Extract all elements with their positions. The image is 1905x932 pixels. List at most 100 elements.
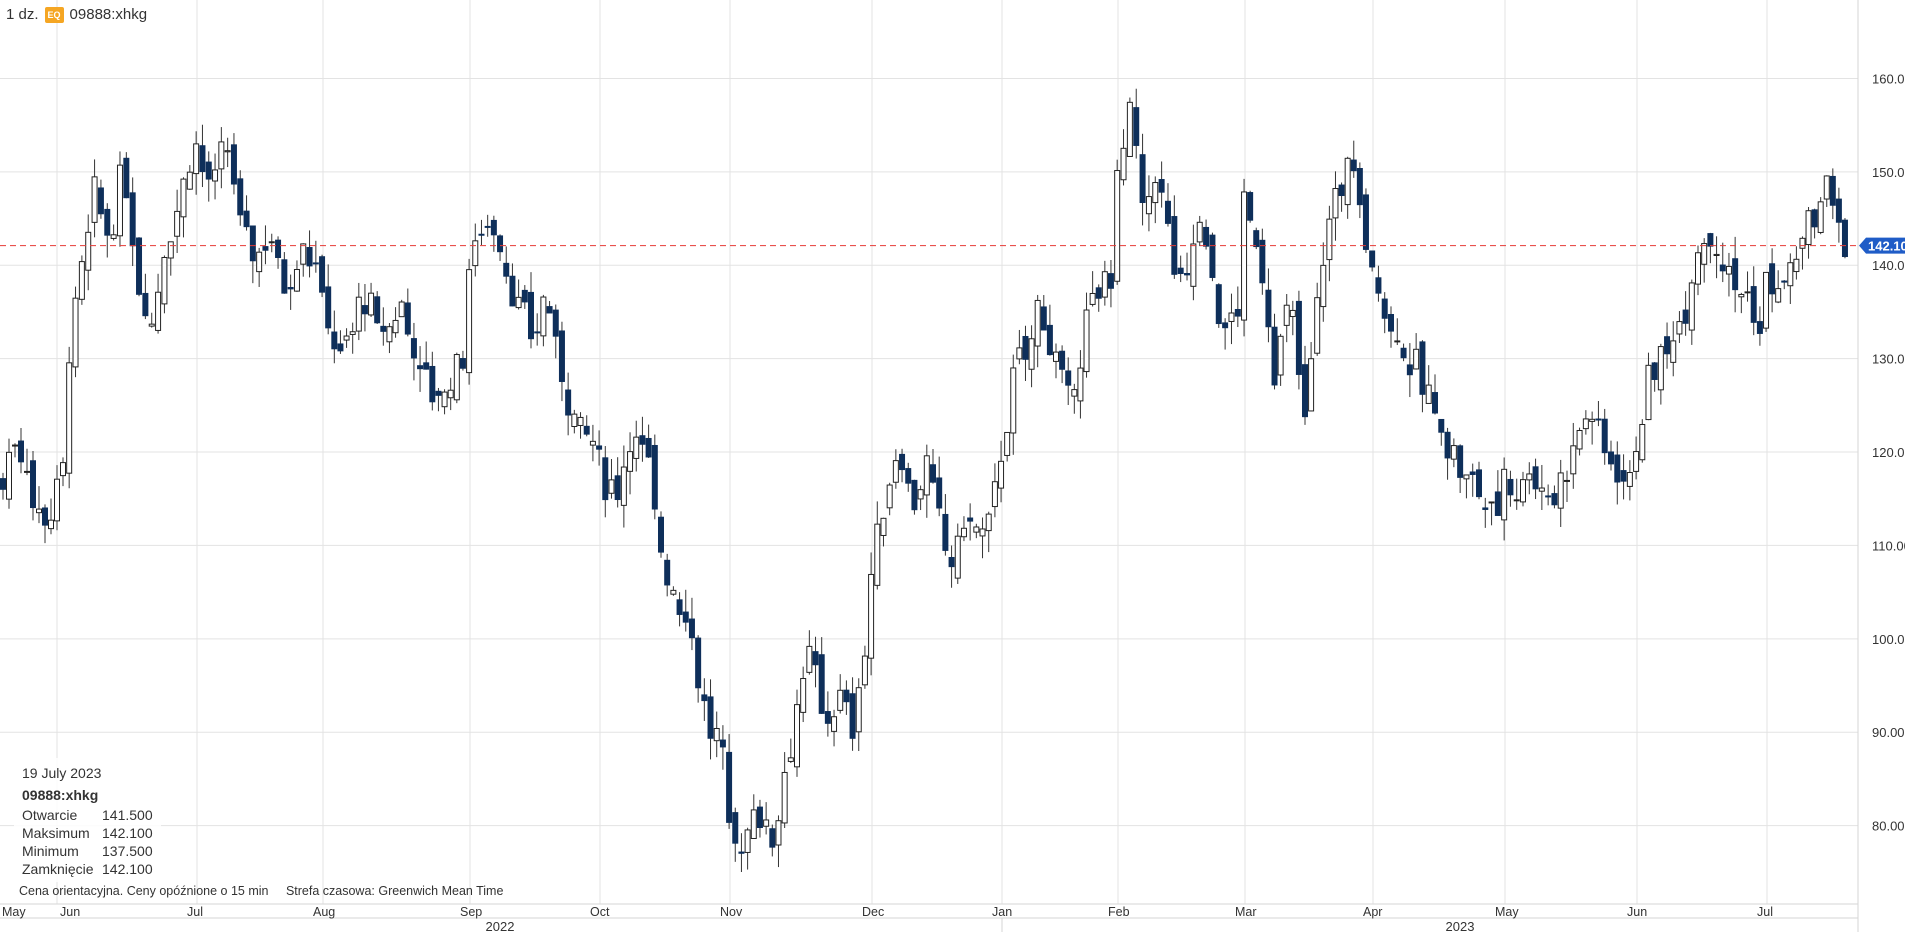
candle[interactable] (942, 494, 949, 556)
candle[interactable] (1507, 470, 1514, 507)
candle[interactable] (1719, 242, 1726, 283)
candle[interactable] (1823, 175, 1830, 207)
candle[interactable] (1083, 292, 1090, 378)
candle[interactable] (614, 457, 621, 508)
candle[interactable] (1133, 88, 1140, 159)
candle[interactable] (104, 203, 111, 258)
candle[interactable] (417, 346, 424, 392)
candle[interactable] (1356, 162, 1363, 219)
candle[interactable] (1570, 422, 1577, 489)
candle[interactable] (874, 501, 881, 590)
candle[interactable] (1259, 228, 1266, 295)
candle[interactable] (497, 234, 504, 261)
candle[interactable] (1265, 268, 1272, 343)
candle[interactable] (620, 445, 627, 528)
candle[interactable] (155, 273, 162, 334)
candle[interactable] (1053, 343, 1059, 379)
candle[interactable] (1841, 218, 1848, 259)
candle[interactable] (794, 689, 800, 777)
candle[interactable] (1234, 286, 1241, 328)
candle[interactable] (1520, 471, 1526, 507)
candle[interactable] (1526, 462, 1533, 495)
candle[interactable] (1756, 306, 1763, 346)
candle[interactable] (429, 351, 436, 411)
candle[interactable] (380, 307, 387, 346)
candle[interactable] (744, 827, 751, 870)
candle[interactable] (800, 666, 807, 723)
candle[interactable] (85, 214, 92, 291)
candle[interactable] (447, 377, 454, 411)
candle[interactable] (97, 179, 104, 219)
candle[interactable] (1645, 352, 1652, 421)
candle[interactable] (571, 409, 578, 434)
candle[interactable] (1388, 306, 1394, 348)
candle[interactable] (1750, 266, 1757, 336)
candle[interactable] (1564, 470, 1570, 502)
candle[interactable] (472, 223, 479, 277)
candle[interactable] (1626, 460, 1633, 501)
candle[interactable] (1406, 343, 1413, 398)
candle[interactable] (423, 341, 430, 370)
candle[interactable] (1793, 246, 1800, 280)
candle[interactable] (930, 449, 936, 484)
candle[interactable] (148, 312, 155, 328)
candle[interactable] (1314, 282, 1321, 356)
candle[interactable] (1488, 501, 1495, 526)
candle[interactable] (1576, 427, 1583, 456)
candle[interactable] (1126, 97, 1133, 157)
candle[interactable] (596, 430, 603, 466)
candle[interactable] (1369, 250, 1376, 272)
candle[interactable] (608, 459, 615, 499)
candle[interactable] (230, 133, 237, 195)
candle[interactable] (466, 258, 473, 385)
candle[interactable] (1589, 411, 1596, 445)
candle[interactable] (849, 677, 856, 751)
candle[interactable] (60, 457, 66, 487)
candle[interactable] (1829, 168, 1836, 220)
candle[interactable] (1419, 340, 1426, 413)
candle[interactable] (528, 272, 534, 349)
candle[interactable] (1114, 159, 1121, 285)
candle[interactable] (1034, 294, 1041, 368)
candle[interactable] (1253, 227, 1260, 250)
candle[interactable] (1164, 183, 1171, 227)
candle[interactable] (186, 165, 193, 190)
candle[interactable] (1501, 457, 1508, 541)
candle[interactable] (837, 674, 844, 714)
candle[interactable] (42, 504, 48, 544)
candle[interactable] (1682, 291, 1689, 336)
interval-label[interactable]: 1 dz. (6, 6, 39, 23)
candle[interactable] (1738, 292, 1745, 314)
candle[interactable] (205, 151, 212, 202)
candle[interactable] (337, 330, 344, 354)
candle[interactable] (973, 523, 980, 539)
candle[interactable] (540, 294, 547, 347)
candle[interactable] (1016, 329, 1023, 365)
candle[interactable] (1633, 436, 1640, 480)
candle[interactable] (1732, 236, 1739, 313)
candle[interactable] (651, 434, 658, 520)
candle[interactable] (1811, 208, 1818, 239)
candle[interactable] (478, 219, 485, 246)
candle[interactable] (1707, 232, 1714, 264)
candle[interactable] (911, 479, 918, 515)
candle[interactable] (1040, 295, 1047, 331)
candle[interactable] (676, 592, 683, 627)
candle[interactable] (110, 224, 117, 241)
candle[interactable] (991, 463, 998, 518)
candle[interactable] (639, 416, 646, 462)
candle[interactable] (1139, 133, 1146, 226)
candle[interactable] (237, 170, 244, 226)
candle[interactable] (843, 680, 850, 715)
candle[interactable] (1545, 484, 1552, 506)
candle[interactable] (374, 291, 381, 324)
candle[interactable] (1394, 318, 1401, 346)
candle[interactable] (1781, 280, 1788, 290)
candle[interactable] (1651, 362, 1658, 392)
candle[interactable] (325, 264, 332, 335)
candle[interactable] (1805, 206, 1812, 259)
candle[interactable] (1241, 178, 1248, 337)
candle[interactable] (1375, 265, 1382, 302)
candle[interactable] (546, 301, 553, 314)
